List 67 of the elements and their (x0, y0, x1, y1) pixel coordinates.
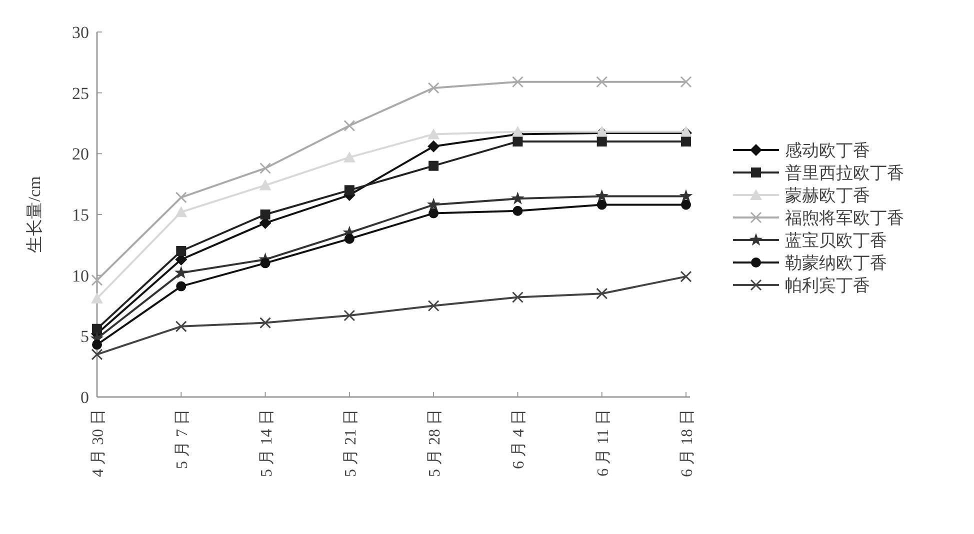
x-tick-label: 5 月 28 日 (426, 409, 444, 477)
point (680, 76, 692, 88)
point (91, 348, 103, 360)
y-tick-label: 0 (80, 388, 89, 407)
legend-label: 感动欧丁香 (785, 141, 870, 160)
point (175, 320, 187, 332)
point (512, 206, 523, 216)
point (176, 246, 186, 256)
point (260, 317, 272, 329)
point (680, 270, 692, 282)
x-tick-label: 5 月 14 日 (258, 409, 276, 477)
x-tick-label: 4 月 30 日 (90, 409, 107, 477)
point (91, 274, 103, 286)
point (428, 128, 440, 140)
point (175, 192, 187, 204)
x-tick-label: 6 月 11 日 (594, 409, 612, 476)
point (92, 340, 102, 350)
point (426, 198, 440, 210)
y-tick-label: 15 (72, 206, 89, 224)
point (260, 162, 272, 174)
x-tick-label: 6 月 4 日 (510, 409, 528, 469)
point (428, 208, 439, 218)
x-tick-label: 6 月 18 日 (679, 409, 696, 477)
point (595, 189, 609, 202)
point (91, 292, 103, 304)
y-tick-label: 30 (72, 23, 89, 42)
point (344, 185, 354, 196)
y-tick-label: 20 (72, 144, 89, 164)
point (260, 258, 270, 268)
point (428, 140, 440, 152)
point (344, 120, 356, 132)
point (596, 288, 608, 300)
point (344, 234, 354, 244)
legend-label: 蒙赫欧丁香 (785, 186, 870, 205)
point (512, 76, 524, 88)
x-tick-label: 5 月 21 日 (342, 409, 360, 477)
point (512, 126, 524, 137)
y-tick-label: 10 (72, 266, 89, 286)
x-tick-label: 5 月 7 日 (174, 409, 192, 469)
legend-label: 帕利宾丁香 (785, 276, 870, 295)
point (512, 136, 523, 146)
point (92, 324, 102, 334)
legend-label: 勒蒙纳欧丁香 (785, 254, 887, 272)
legend-label: 福煦将军欧丁香 (785, 208, 904, 228)
point (428, 160, 439, 171)
point (428, 300, 440, 312)
point (679, 189, 693, 202)
y-axis-title: 生长量/cm (25, 176, 44, 253)
point (260, 210, 270, 220)
legend-label: 蓝宝贝欧丁香 (785, 231, 887, 250)
point (259, 179, 272, 190)
point (511, 192, 524, 204)
point (344, 310, 356, 322)
point (681, 136, 691, 146)
point (174, 266, 188, 279)
point (596, 136, 607, 146)
point (176, 281, 186, 292)
y-tick-label: 5 (80, 327, 89, 346)
point (596, 76, 608, 88)
y-tick-label: 25 (72, 84, 89, 103)
point (681, 200, 691, 210)
point (428, 82, 440, 94)
point (175, 206, 188, 218)
legend-label: 普里西拉欧丁香 (785, 164, 904, 182)
point (512, 291, 524, 303)
point (596, 200, 607, 210)
point (343, 151, 356, 162)
